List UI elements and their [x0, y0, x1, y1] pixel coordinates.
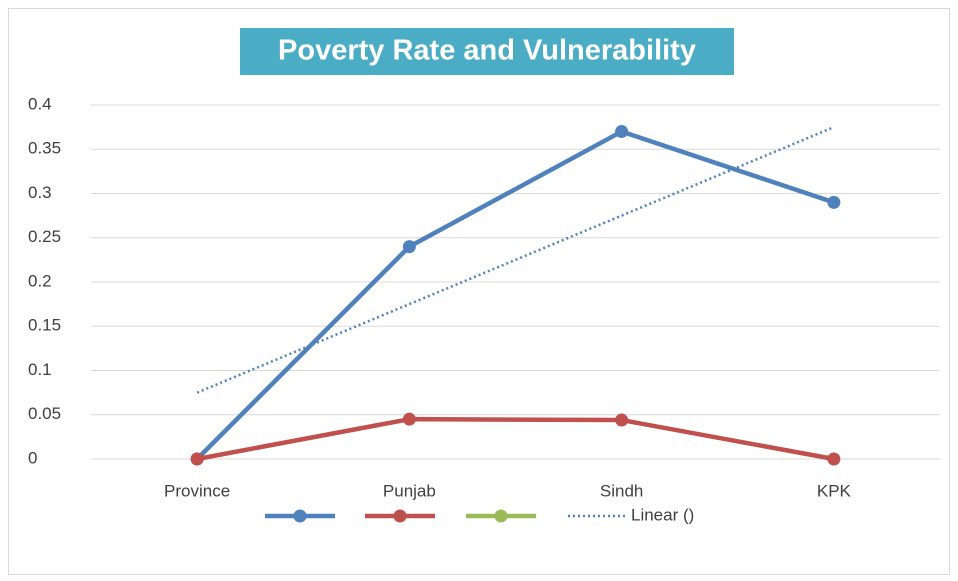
y-tick-label: 0.35 [28, 139, 61, 158]
data-point [827, 195, 841, 209]
series-line [195, 129, 835, 461]
chart-title: Poverty Rate and Vulnerability [278, 35, 696, 67]
y-tick-label: 0.25 [28, 227, 61, 246]
legend-marker [494, 509, 508, 523]
x-tick-label: Province [164, 481, 230, 500]
series-line [196, 416, 835, 462]
x-tick-label: KPK [817, 481, 852, 500]
legend-label: Linear () [631, 505, 694, 524]
y-tick-label: 0.05 [28, 404, 61, 423]
chart-border [8, 8, 950, 575]
y-tick-label: 0 [28, 448, 37, 467]
legend-marker [393, 509, 407, 523]
y-tick-label: 0.4 [28, 94, 52, 113]
data-point [190, 452, 204, 466]
y-tick-label: 0.2 [28, 271, 52, 290]
y-tick-label: 0.1 [28, 360, 52, 379]
data-point [827, 452, 841, 466]
y-tick-label: 0.15 [28, 316, 61, 335]
data-point [615, 125, 629, 139]
data-point [402, 412, 416, 426]
x-tick-label: Punjab [383, 481, 436, 500]
data-point [402, 240, 416, 254]
data-point [615, 413, 629, 427]
title-box [240, 28, 734, 75]
y-tick-label: 0.3 [28, 183, 52, 202]
legend-marker [293, 509, 307, 523]
x-tick-label: Sindh [600, 481, 643, 500]
